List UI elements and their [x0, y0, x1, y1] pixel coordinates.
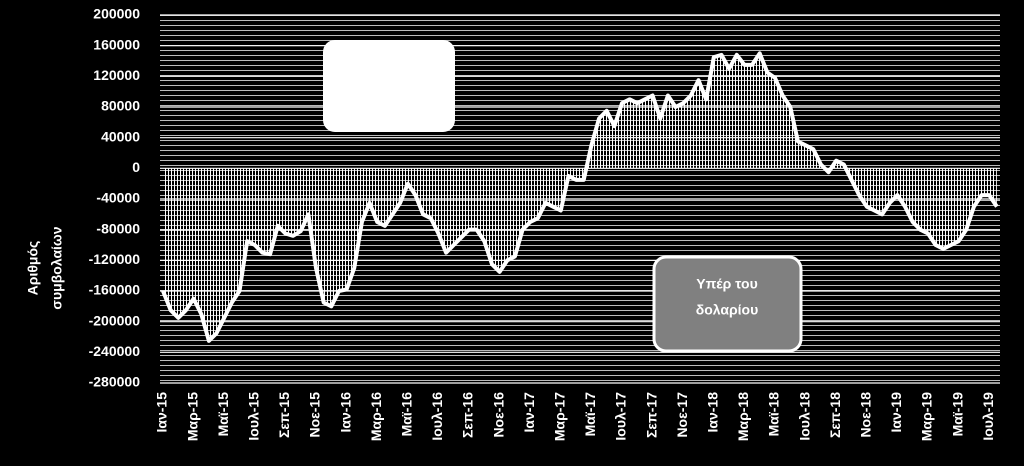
x-tick-label: Νοε-18: [858, 392, 874, 438]
x-tick-label: Μαϊ-19: [949, 392, 965, 437]
annotation-box: [323, 40, 455, 132]
y-tick-label: 80000: [101, 98, 140, 114]
x-tick-label: Μαϊ-16: [399, 392, 415, 437]
x-tick-label: Μαϊ-18: [766, 392, 782, 437]
x-tick-label: Ιαν-18: [705, 392, 721, 433]
x-tick-label: Ιουλ-19: [980, 392, 996, 441]
x-tick-label: Σεπ-16: [460, 392, 476, 438]
annotation-box: [652, 255, 803, 353]
x-tick-label: Σεπ-17: [643, 392, 659, 438]
y-tick-label: 0: [132, 159, 140, 175]
x-tick-label: Μαρ-15: [184, 392, 200, 441]
annotation-text: δολαρίου: [696, 302, 759, 318]
y-tick-label: -240000: [89, 343, 141, 359]
y-tick-label: 200000: [93, 6, 140, 22]
x-tick-label: Μαρ-17: [552, 392, 568, 441]
x-tick-label: Νοε-15: [307, 392, 323, 438]
x-tick-label: Ιαν-15: [154, 392, 170, 433]
x-tick-label: Νοε-17: [674, 392, 690, 438]
x-tick-label: Μαρ-19: [919, 392, 935, 441]
x-tick-label: Ιαν-19: [888, 392, 904, 433]
x-tick-label: Σεπ-15: [276, 392, 292, 438]
y-axis-label: Αριθμός: [25, 241, 41, 296]
x-tick-label: Μαϊ-15: [215, 392, 231, 437]
x-tick-label: Ιαν-16: [337, 392, 353, 433]
y-axis-label: συμβολαίων: [49, 226, 65, 309]
annotation-text: Υπέρ του: [696, 276, 757, 292]
x-tick-label: Ιαν-17: [521, 392, 537, 433]
x-tick-label: Μαϊ-17: [582, 392, 598, 437]
area: [163, 53, 997, 341]
x-tick-label: Ιουλ-18: [796, 392, 812, 441]
x-tick-label: Μαρ-16: [368, 392, 384, 441]
y-tick-label: -80000: [96, 220, 140, 236]
y-tick-label: -160000: [89, 282, 141, 298]
line: [161, 51, 999, 343]
x-tick-label: Μαρ-18: [735, 392, 751, 441]
y-tick-label: -120000: [89, 251, 141, 267]
x-tick-label: Νοε-16: [490, 392, 506, 438]
y-tick-label: -40000: [96, 190, 140, 206]
y-tick-label: 40000: [101, 128, 140, 144]
y-tick-label: -200000: [89, 312, 141, 328]
marks: [160, 14, 1000, 384]
x-tick-label: Σεπ-18: [827, 392, 843, 438]
y-tick-label: -280000: [89, 374, 141, 390]
x-tick-label: Ιουλ-15: [246, 392, 262, 441]
x-tick-label: Ιουλ-17: [613, 392, 629, 441]
x-tick-label: Ιουλ-16: [429, 392, 445, 441]
y-tick-label: 160000: [93, 36, 140, 52]
y-tick-label: 120000: [93, 67, 140, 83]
